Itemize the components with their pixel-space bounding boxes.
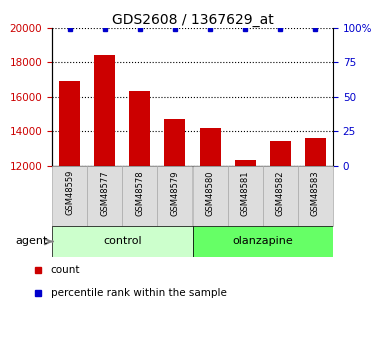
Bar xyxy=(263,166,298,226)
Bar xyxy=(157,166,192,226)
Bar xyxy=(228,166,263,226)
Bar xyxy=(192,226,333,257)
Text: olanzapine: olanzapine xyxy=(233,237,293,246)
Bar xyxy=(192,166,228,226)
Bar xyxy=(164,119,186,166)
Text: GSM48583: GSM48583 xyxy=(311,170,320,216)
Text: GSM48581: GSM48581 xyxy=(241,170,250,216)
Text: GSM48580: GSM48580 xyxy=(206,170,214,216)
Bar xyxy=(59,81,80,166)
Text: GSM48559: GSM48559 xyxy=(65,170,74,216)
Bar xyxy=(270,141,291,166)
Bar xyxy=(298,166,333,226)
Text: control: control xyxy=(103,237,142,246)
Text: GSM48577: GSM48577 xyxy=(100,170,109,216)
Bar xyxy=(52,166,87,226)
Bar xyxy=(305,138,326,166)
Bar xyxy=(87,166,122,226)
Title: GDS2608 / 1367629_at: GDS2608 / 1367629_at xyxy=(112,12,273,27)
Bar xyxy=(235,160,256,166)
Bar xyxy=(52,226,192,257)
Text: agent: agent xyxy=(16,237,48,246)
Bar xyxy=(122,166,157,226)
Bar xyxy=(199,128,221,166)
Text: GSM48579: GSM48579 xyxy=(171,170,179,216)
Bar xyxy=(94,55,115,166)
Text: percentile rank within the sample: percentile rank within the sample xyxy=(51,288,227,298)
Text: GSM48578: GSM48578 xyxy=(135,170,144,216)
Text: GSM48582: GSM48582 xyxy=(276,170,285,216)
Bar xyxy=(129,91,150,166)
Text: count: count xyxy=(51,265,80,275)
